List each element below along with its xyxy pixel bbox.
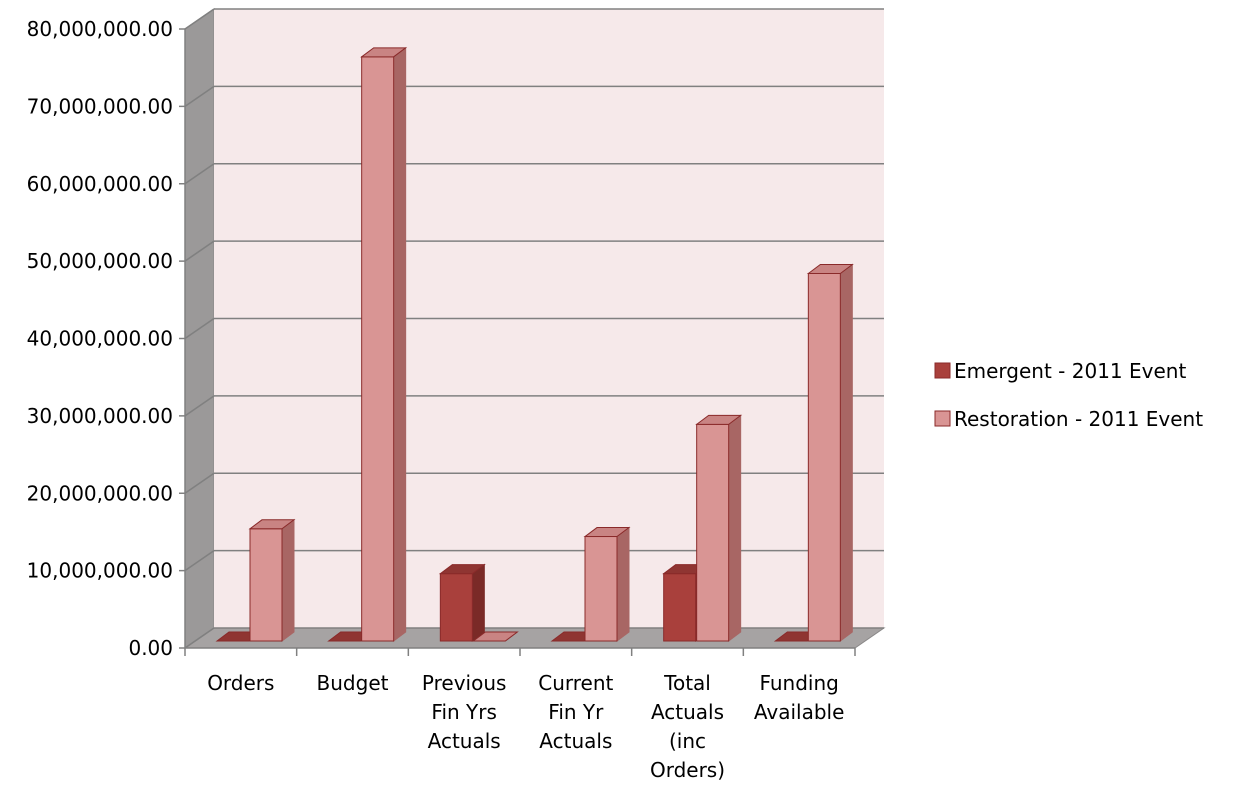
x-category-label: Orders — [207, 671, 274, 695]
bar-front — [663, 573, 697, 642]
x-category-label: Funding Available — [754, 671, 845, 724]
legend-label: Emergent - 2011 Event — [954, 359, 1186, 383]
bar-restoration — [248, 518, 296, 642]
bar-side — [839, 263, 853, 642]
bars — [215, 46, 854, 642]
bar-restoration — [360, 46, 408, 642]
legend-swatch — [934, 410, 951, 427]
bar-front — [249, 528, 283, 642]
bar-side — [393, 46, 407, 642]
gridline-side — [184, 8, 215, 30]
bar-top — [583, 527, 631, 538]
bar-side — [728, 414, 742, 642]
gridline-side — [184, 240, 215, 262]
bar-top — [438, 564, 486, 575]
bar-top — [360, 47, 408, 58]
bar-top — [695, 414, 743, 425]
y-tick-label: 20,000,000.00 — [27, 481, 173, 505]
y-tick-label: 40,000,000.00 — [27, 327, 173, 351]
bar-restoration — [806, 263, 854, 642]
legend-swatch — [934, 362, 951, 379]
x-category-label: Current Fin Yr Actuals — [538, 671, 613, 753]
gridlines — [184, 8, 884, 649]
y-tick-label: 0.00 — [128, 636, 173, 660]
gridline-side — [184, 85, 215, 108]
y-tick-label: 60,000,000.00 — [27, 172, 173, 196]
y-tick-label: 70,000,000.00 — [27, 94, 173, 118]
bar-front — [696, 423, 730, 642]
bar-side — [616, 526, 630, 642]
gridline-side — [184, 395, 215, 417]
bar-emergent — [438, 563, 486, 642]
x-category-label: Budget — [317, 671, 389, 695]
y-tick-label: 10,000,000.00 — [27, 559, 173, 583]
bar-top — [471, 631, 519, 642]
bar-front — [361, 56, 395, 642]
legend-label: Restoration - 2011 Event — [954, 407, 1203, 431]
bar-top — [806, 263, 854, 274]
bar-restoration — [583, 526, 631, 642]
bar-side — [471, 563, 485, 642]
gridline-side — [184, 549, 215, 572]
bar-front — [807, 272, 841, 642]
y-axis: 0.00 10,000,000.00 20,000,000.00 30,000,000… — [27, 17, 186, 660]
legend: Emergent - 2011 Event Restoration - 2011 … — [934, 359, 1203, 431]
bar-front — [439, 573, 473, 642]
x-category-label: Total Actuals (inc Orders) — [650, 671, 725, 782]
x-axis: Orders Budget Previous Fin Yrs Actuals Curren… — [184, 647, 856, 782]
bar-restoration — [695, 414, 743, 642]
bar-side — [281, 518, 295, 642]
bar-front — [584, 536, 618, 642]
gridline-side — [184, 317, 215, 340]
y-tick-label: 50,000,000.00 — [27, 249, 173, 273]
gridline-side — [184, 163, 215, 185]
y-tick-label: 30,000,000.00 — [27, 404, 173, 428]
gridline-side — [184, 627, 215, 649]
gridline-side — [184, 472, 215, 494]
x-category-label: Previous Fin Yrs Actuals — [422, 671, 507, 753]
bar-restoration — [471, 631, 519, 642]
bar-top — [248, 519, 296, 530]
y-tick-label: 80,000,000.00 — [27, 17, 173, 41]
